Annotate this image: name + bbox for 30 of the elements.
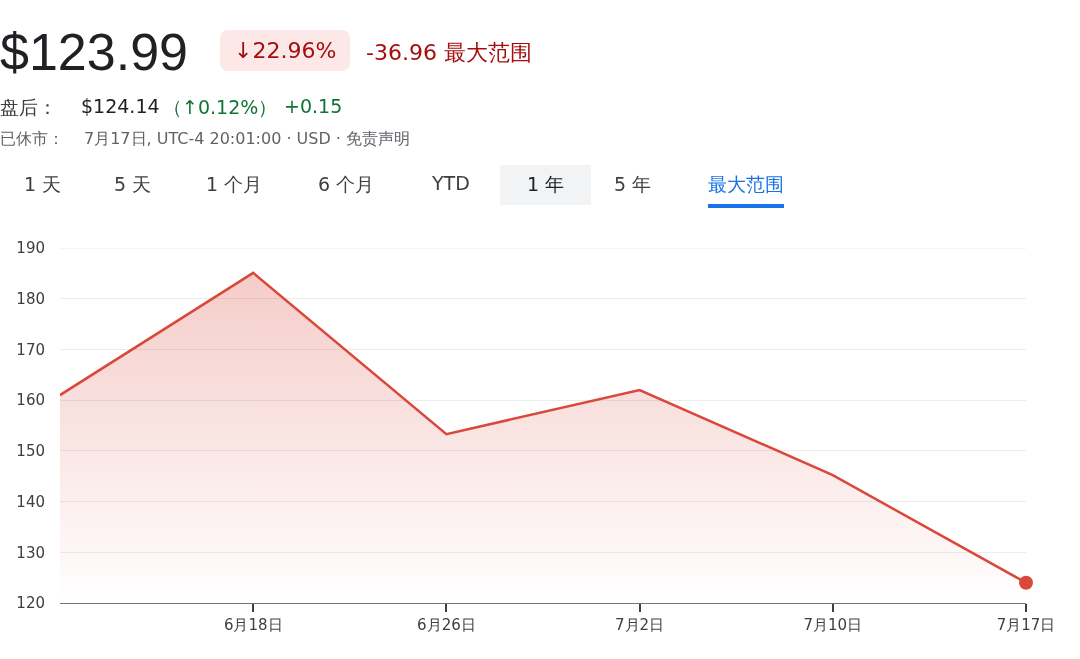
y-tick-label: 130 bbox=[16, 543, 45, 562]
text: 5 年 bbox=[614, 172, 652, 197]
x-tick-label: 7月10日 bbox=[803, 616, 863, 634]
text: 1 天 bbox=[24, 172, 62, 197]
chart-title: $123.99 bbox=[0, 22, 188, 82]
text: 1 个月 bbox=[206, 172, 263, 197]
x-tick-label: 6月26日 bbox=[417, 616, 476, 634]
x-tick-label: 6月18日 bbox=[223, 616, 283, 634]
y-tick-label: 140 bbox=[16, 492, 45, 511]
text: 7月17日, UTC-4 20:01:00 · USD · 免责声明 bbox=[84, 129, 411, 150]
y-tick-label: 120 bbox=[16, 594, 45, 613]
y-tick-label: 180 bbox=[16, 289, 45, 308]
text: +0.15 bbox=[284, 95, 343, 117]
text: ↓22.96% bbox=[220, 30, 351, 71]
text: $124.14 bbox=[81, 95, 160, 117]
y-tick-label: 150 bbox=[16, 442, 45, 461]
text: 1 年 bbox=[500, 165, 592, 205]
text: 盘后： bbox=[0, 95, 57, 120]
x-tick-label: 7月17日 bbox=[996, 616, 1056, 634]
text: 6 个月 bbox=[318, 172, 375, 197]
y-tick-label: 170 bbox=[16, 340, 45, 359]
text: 5 天 bbox=[114, 172, 152, 197]
text: （↑0.12%） bbox=[163, 95, 278, 120]
text: -36.96 最大范围 bbox=[366, 39, 532, 67]
text: 最大范围 bbox=[708, 172, 784, 208]
x-tick-label: 7月2日 bbox=[615, 616, 665, 634]
text: YTD bbox=[432, 172, 470, 194]
y-tick-label: 160 bbox=[16, 391, 45, 410]
y-tick-label: 190 bbox=[16, 239, 45, 258]
text: 已休市： bbox=[0, 129, 64, 150]
